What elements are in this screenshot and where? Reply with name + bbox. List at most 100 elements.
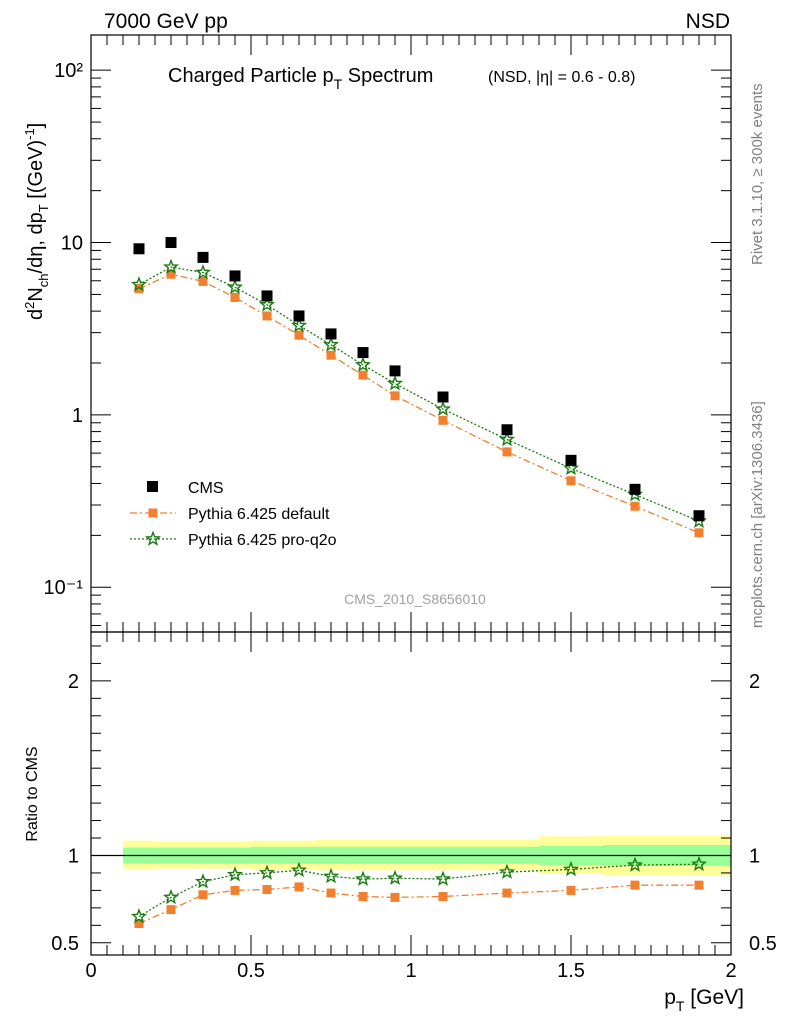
cms-point [437,391,449,403]
header-process-label: NSD [686,10,730,33]
x-tick-label: 1.5 [557,960,585,982]
ratio-point-proq2o [690,855,708,872]
proq2o-point [434,400,452,416]
ratio-y-tick-label-right: 1 [749,845,760,867]
ratio-point-default [134,919,144,929]
legend-marker-default [148,508,158,518]
legend-marker-cms [147,481,158,492]
proq2o-point [194,264,212,280]
x-tick-label: 0 [85,960,96,982]
default-point [694,528,704,538]
rivet-version-text: Rivet 3.1.10, ≥ 300k events [749,83,766,265]
ratio-y-tick-label-right: 2 [749,671,760,693]
main-frame [90,34,732,633]
main-y-tick-label: 10² [54,60,83,82]
proq2o-point [354,356,372,372]
ratio-plot-area [91,835,731,929]
cms-point [165,237,177,249]
ratio-point-proq2o [194,873,212,889]
ratio-point-proq2o [498,863,516,879]
ylabel-part-deta: /dη, dp [25,212,47,273]
legend-label-default: Pythia 6.425 default [188,506,330,523]
default-point [262,311,272,321]
ratio-point-proq2o [386,869,404,885]
ratio-point-proq2o [322,867,340,884]
proq2o-point [162,258,180,274]
cms-point [629,483,641,495]
xlabel-sub-t: T [676,998,685,1014]
default-point [502,447,512,457]
cms-point [325,328,337,340]
cms-point [229,270,241,282]
cms-point [357,347,369,359]
analysis-watermark: CMS_2010_S8656010 [344,591,486,607]
cms-point [501,424,513,436]
default-point [294,330,304,340]
ratio-point-default [630,880,640,890]
ratio-point-proq2o [130,908,148,924]
default-point [166,269,176,279]
x-axis-label: pT [GeV] [664,986,744,1014]
ratio-point-default [262,885,272,895]
ratio-y-tick-label-left: 1 [68,845,79,867]
ratio-point-default [390,892,400,902]
cms-point [197,251,209,263]
ratio-y-tick-label-left: 0.5 [51,933,79,955]
chart-title-qualifier: (NSD, |η| = 0.6 - 0.8) [488,69,635,86]
ratio-point-proq2o [226,866,244,882]
ratio-line-proq2o [138,863,700,918]
chart-title-part-a: Charged Particle p [168,65,334,87]
ratio-point-proq2o [626,856,644,872]
ratio-y-axis-label: Ratio to CMS [24,746,41,841]
ratio-point-proq2o [290,861,308,878]
default-point [630,501,640,511]
ratio-panel: 0.5 0.5 1 1 2 2 0 0.5 1 1.5 2 Ratio to CMS pT [GeV… [24,631,777,1014]
xlabel-part-units: [GeV] [684,986,744,1009]
x-tick-label: 1 [405,960,416,982]
legend-star-shape [144,530,162,546]
default-point [358,370,368,380]
proq2o-point [258,296,276,312]
main-axes: 10⁻¹ 1 10 10² [44,35,732,632]
default-point [566,476,576,486]
default-point [230,292,240,302]
xlabel-part-p: p [664,986,676,1009]
ylabel-part-d: d [25,309,47,320]
legend-marker-proq2o [144,530,162,546]
main-y-axis-label: d2Nch/dη, dpT [(GeV)-1] [22,123,51,320]
ratio-point-default [438,892,448,902]
default-point [390,391,400,401]
series-line-default [138,273,700,534]
proq2o-point [322,336,340,352]
ratio-point-proq2o [258,864,276,880]
proq2o-point [130,276,148,292]
cms-point [389,365,401,377]
cms-point [261,290,273,302]
ratio-frame [90,631,732,956]
ratio-point-default [566,885,576,895]
proq2o-point [562,459,580,476]
proq2o-point [386,375,404,391]
ratio-y-tick-label-right: 0.5 [749,933,777,955]
ratio-point-default [326,888,336,898]
ylabel-sub-ch: ch [36,273,51,287]
main-y-tick-label: 1 [72,405,83,427]
ratio-axes: 0.5 0.5 1 1 2 2 0 0.5 1 1.5 2 [51,632,777,982]
legend-label-proq2o: Pythia 6.425 pro-q2o [188,532,337,549]
default-point [438,415,448,425]
main-plot-area [130,237,708,538]
cms-point [565,454,577,466]
ylabel-sup-exp: -1 [22,128,37,140]
cms-point [133,243,145,255]
header-energy-label: 7000 GeV pp [104,10,228,33]
proq2o-point [498,431,516,447]
ratio-point-default [230,885,240,895]
ylabel-sub-t: T [36,204,51,212]
ratio-y-tick-label-left: 2 [68,671,79,693]
ylabel-part-close: ] [25,123,47,129]
ratio-point-proq2o [562,860,580,877]
legend: CMS Pythia 6.425 default Pythia 6.425 pr… [130,480,337,549]
main-y-tick-label: 10⁻¹ [44,577,84,599]
